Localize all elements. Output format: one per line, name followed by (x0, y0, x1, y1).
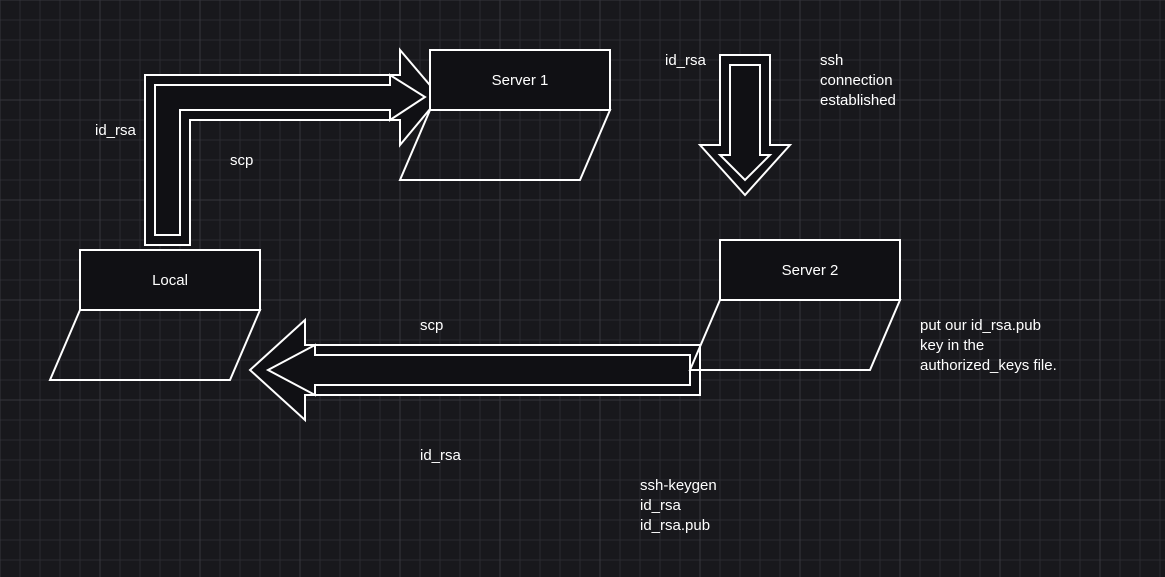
flow-diagram: LocalServer 1Server 2id_rsascpid_rsasshc… (0, 0, 1165, 577)
label-scp_top: scp (230, 152, 253, 169)
svg-text:id_rsa: id_rsa (640, 497, 682, 514)
svg-text:authorized_keys file.: authorized_keys file. (920, 357, 1057, 374)
svg-text:established: established (820, 92, 896, 109)
svg-text:connection: connection (820, 72, 893, 89)
svg-text:ssh-keygen: ssh-keygen (640, 477, 717, 494)
diagram-canvas: LocalServer 1Server 2id_rsascpid_rsasshc… (0, 0, 1165, 577)
svg-text:key in the: key in the (920, 337, 984, 354)
label-id_rsa_bottom: id_rsa (420, 447, 462, 464)
node-local: Local (50, 250, 260, 380)
label-id_rsa_left: id_rsa (95, 122, 137, 139)
node-label-server1: Server 1 (492, 72, 549, 89)
svg-text:put our id_rsa.pub: put our id_rsa.pub (920, 317, 1041, 334)
node-label-server2: Server 2 (782, 262, 839, 279)
label-pub_note: put our id_rsa.pubkey in the authorized_k… (920, 317, 1057, 374)
label-id_rsa_top: id_rsa (665, 52, 707, 69)
arrow-s1_to_s2 (700, 55, 790, 195)
label-ssh_conn: ssh connection established (820, 52, 896, 109)
node-label-local: Local (152, 272, 188, 289)
arrow-local_to_s1 (145, 50, 440, 245)
label-scp_mid: scp (420, 317, 443, 334)
label-keygen: ssh-keygen id_rsa id_rsa.pub (640, 477, 717, 534)
svg-text:ssh: ssh (820, 52, 843, 69)
arrow-s2_to_local (250, 320, 700, 420)
node-server2: Server 2 (690, 240, 900, 370)
node-server1: Server 1 (400, 50, 610, 180)
svg-text:id_rsa.pub: id_rsa.pub (640, 517, 710, 534)
